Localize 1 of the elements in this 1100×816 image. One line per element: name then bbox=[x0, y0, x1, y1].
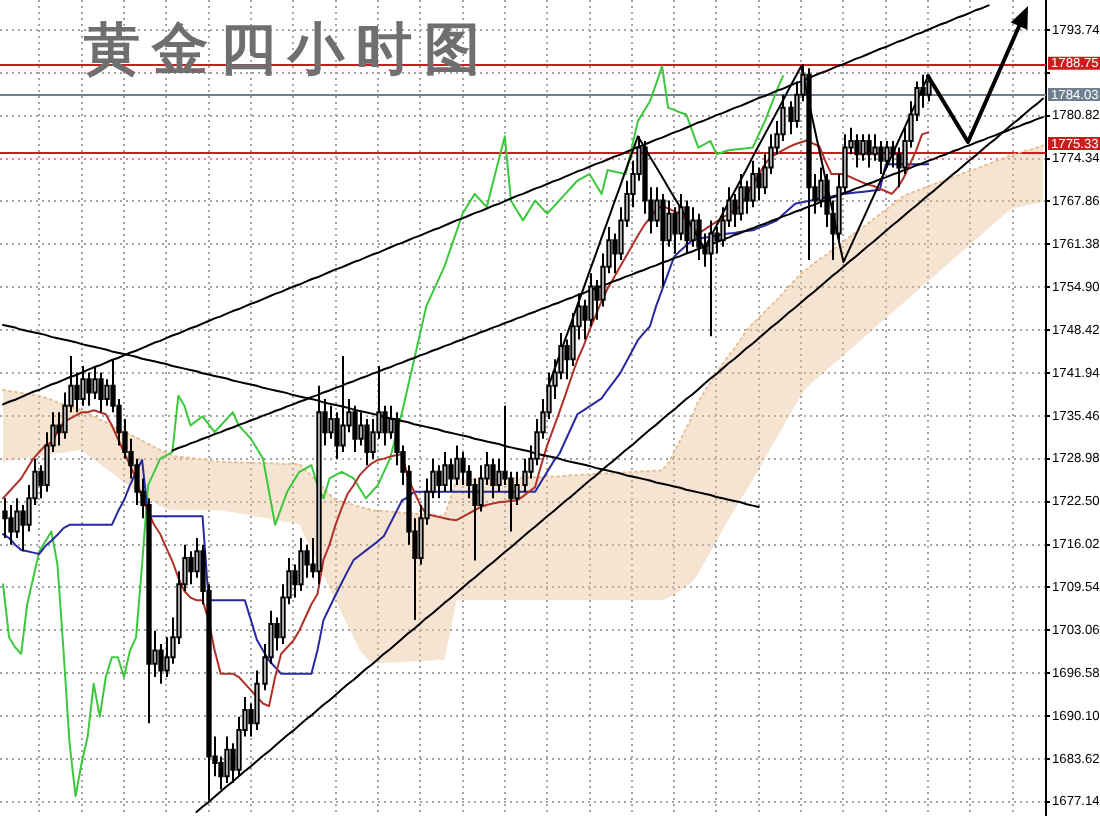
line-series bbox=[2, 144, 1044, 518]
